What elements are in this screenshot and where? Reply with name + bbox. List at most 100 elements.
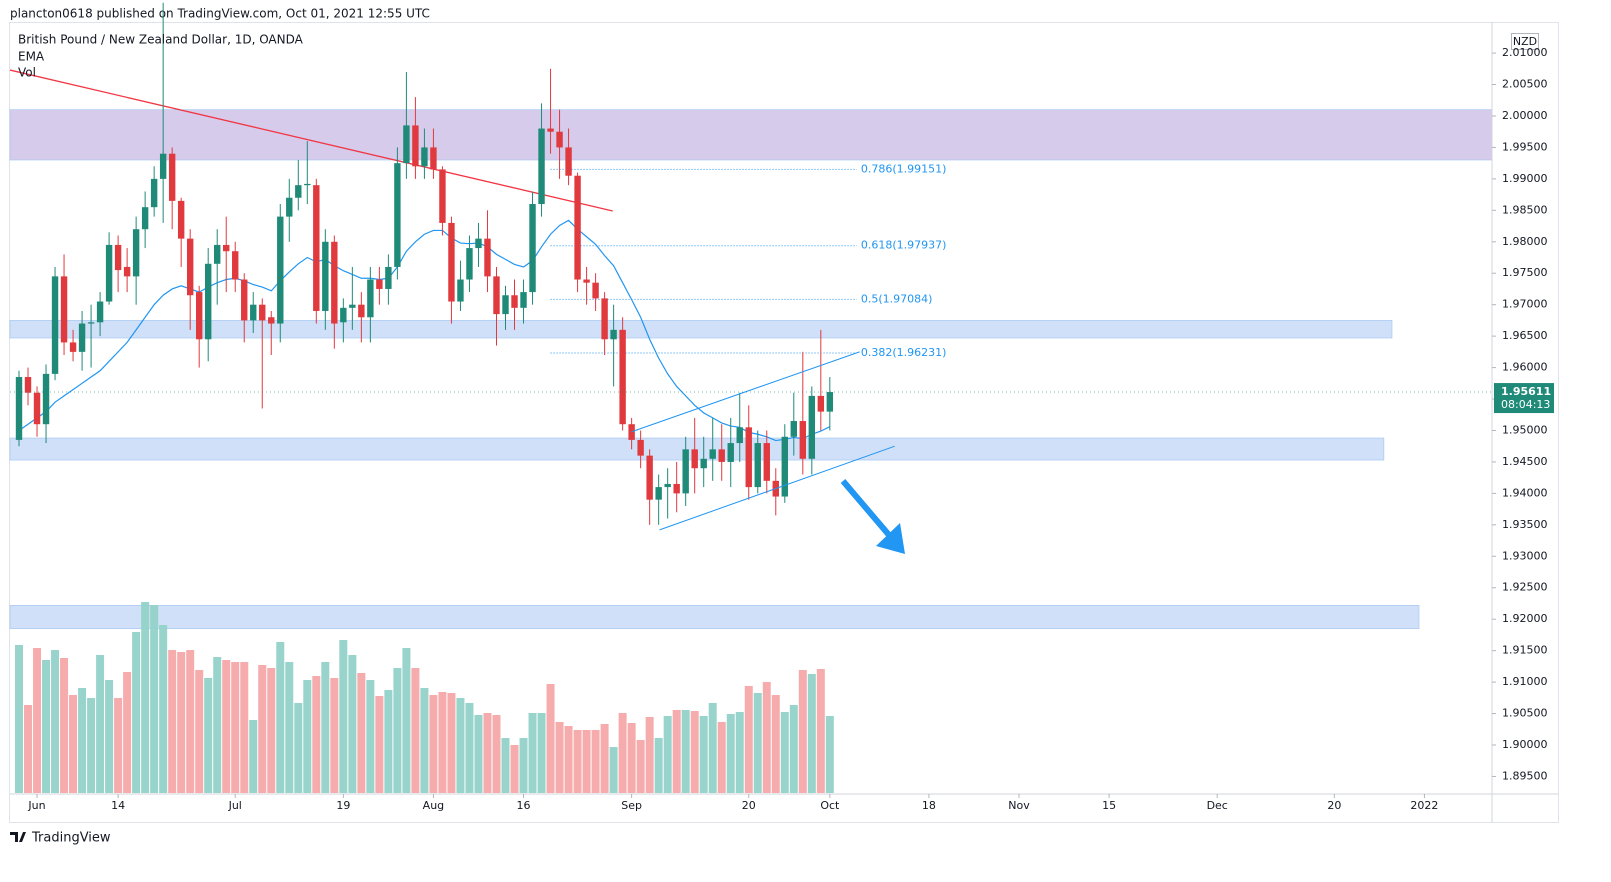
y-tick-label: 1.90500 [1502,707,1548,720]
currency-box [1511,33,1539,50]
candle-body [78,323,86,352]
y-tick-label: 1.90000 [1502,738,1548,751]
y-tick-label: 1.97000 [1502,298,1548,311]
candle-body [87,322,95,324]
candle-body [655,487,662,500]
candle-body [745,427,752,488]
candle-body [105,244,113,302]
countdown: 08:04:13 [1501,398,1550,411]
volume-bar [564,726,573,793]
candle-body [799,421,807,459]
candle-body [394,163,401,267]
candle-body [556,131,563,148]
candle-body [781,436,788,497]
volume-bar [159,625,168,793]
candle-body [754,443,761,488]
candle-body [96,301,104,323]
channel-line [631,351,860,433]
candle-body [268,317,275,324]
candle-body [574,175,581,280]
volume-bar [231,662,240,793]
fib-label: 0.382(1.96231) [861,346,947,359]
volume-bar [537,713,546,793]
volume-bar [546,684,555,793]
volume-bar [744,686,753,793]
volume-bar [420,688,429,793]
candle-body [637,439,644,456]
candle-body [42,373,50,425]
volume-bar [114,698,123,793]
candle-body [466,248,473,280]
legend-title: British Pound / New Zealand Dollar, 1D, … [18,33,304,47]
candle-body [700,458,707,469]
candle-body [718,449,725,462]
volume-bar [447,693,456,793]
volume-bar [69,695,78,793]
volume-bar [195,670,204,793]
volume-bar [150,605,159,793]
y-tick-label: 1.95000 [1502,423,1548,436]
candle-body [511,295,518,308]
candle-body [592,282,599,299]
volume-bar [402,648,411,793]
volume-bar [492,715,501,793]
candle-body [421,147,428,167]
brand: TradingView [31,831,111,846]
volume-bar [771,695,780,793]
candle-body [349,304,356,308]
x-tick-label: Sep [621,799,642,812]
y-tick-label: 1.96500 [1502,329,1548,342]
last-price-box [1494,383,1554,414]
volume-bar [735,712,744,793]
candle-body [520,292,527,308]
volume-bar [96,655,105,793]
candle-body [484,238,491,277]
candle-body [141,207,149,230]
arrow-shaft [840,479,892,537]
volume-bar [681,710,690,793]
candle-body [763,443,770,481]
candle-body [673,483,680,494]
x-tick-label: 19 [336,799,350,812]
channel-line [659,445,895,531]
volume-bar [528,713,537,793]
zone [9,605,1420,629]
volume-bar [465,703,474,793]
volume-bar [24,705,33,793]
volume-bar [303,680,312,793]
candle-body [709,449,716,459]
volume-bar [807,674,816,793]
volume-bar [285,662,294,793]
candle-body [385,266,392,289]
candle-body [33,392,41,425]
volume-bar [582,730,591,793]
volume-bar [366,680,375,793]
candle-body [331,241,338,324]
volume-bar [177,652,186,793]
volume-bar [627,723,636,793]
volume-bar [267,668,276,793]
x-tick-label: 18 [922,799,936,812]
x-tick-label: 20 [1327,799,1341,812]
y-tick-label: 1.99500 [1502,140,1548,153]
candle-body [150,178,158,208]
volume-bar [348,655,357,793]
volume-bar [213,657,222,793]
candle-body [186,238,194,296]
candle-body [241,279,248,321]
candle-body [205,263,212,340]
volume-bar [780,712,789,793]
volume-bar [474,715,483,793]
x-tick-label: Nov [1008,799,1030,812]
volume-bar [204,678,213,793]
volume-bar [798,670,807,793]
candle-body [286,197,293,217]
volume-bar [618,713,627,793]
volume-bar [717,722,726,793]
publisher: plancton0618 published on TradingView.co… [10,7,430,21]
y-tick-label: 1.93500 [1502,518,1548,531]
candle-body [826,392,834,412]
volume-bar [42,660,51,793]
x-tick-label: Jul [228,799,242,812]
